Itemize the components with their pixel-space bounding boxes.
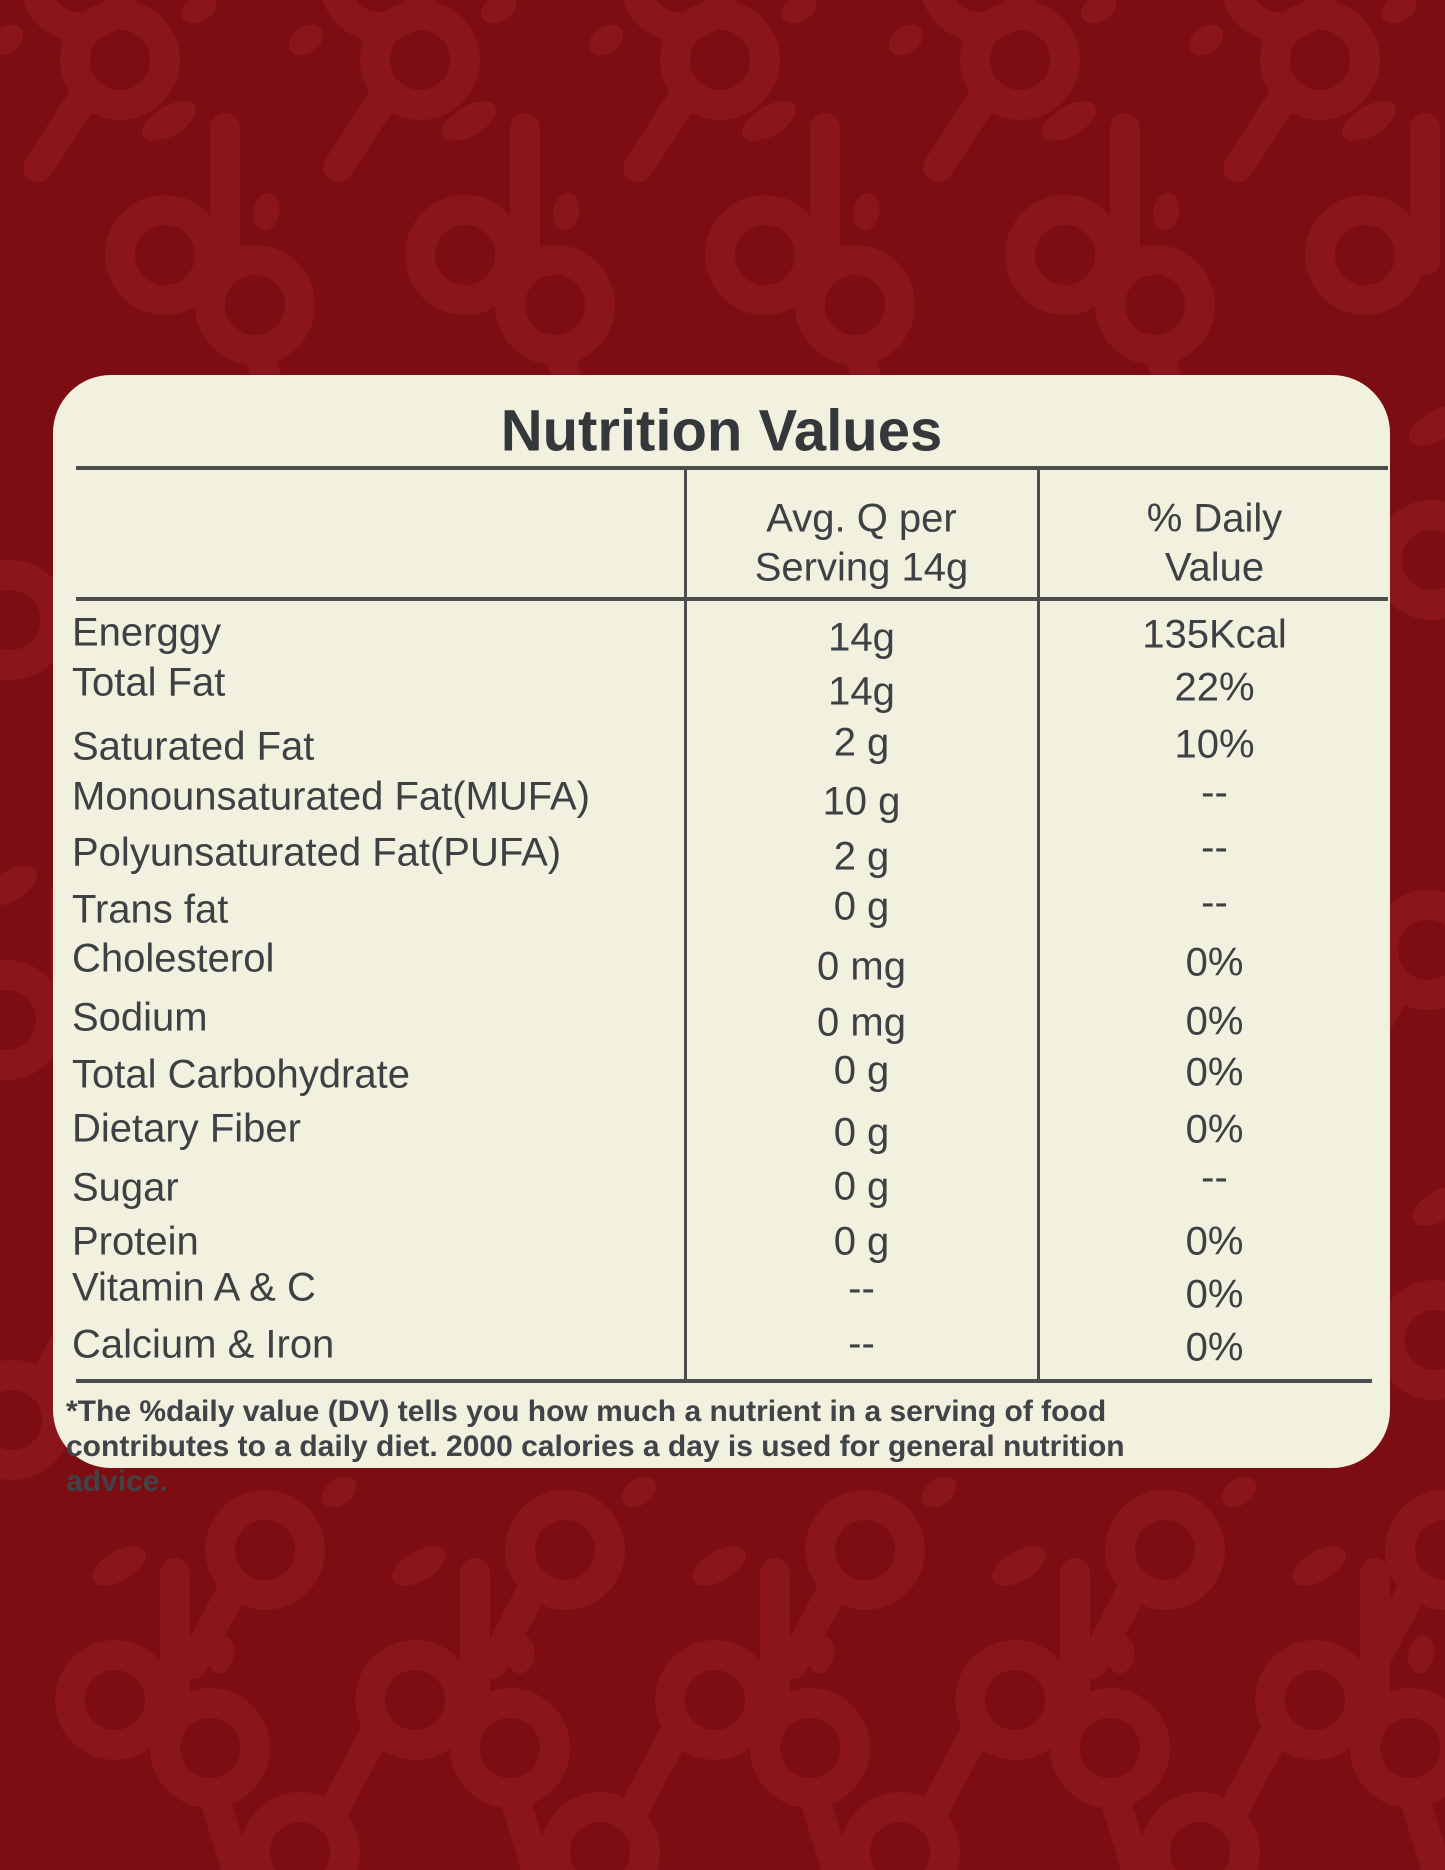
row-qty: 0 g (833, 884, 890, 929)
row-qty: 10 g (822, 779, 901, 824)
row-label: Total Carbohydrate (72, 1052, 410, 1097)
row-dv: 10% (1174, 722, 1255, 767)
row-qty: 0 mg (817, 944, 906, 989)
header-dv-line1: % Daily (1146, 496, 1283, 541)
row-qty: 2 g (833, 720, 890, 765)
row-qty: 0 g (833, 1164, 890, 1209)
row-dv: 22% (1174, 665, 1255, 710)
row-qty: 0 mg (817, 1000, 906, 1045)
row-qty: 2 g (833, 834, 890, 879)
row-dv: 0% (1185, 1219, 1244, 1264)
header-separator (76, 597, 1388, 601)
footnote-line: advice. (66, 1465, 168, 1498)
row-dv: 135Kcal (1142, 612, 1287, 657)
row-qty: 0 g (833, 1219, 890, 1264)
header-qty-line2: Serving 14g (754, 545, 969, 590)
header-dv-line2: Value (1164, 545, 1265, 590)
row-dv: 0% (1185, 1325, 1244, 1370)
column-divider-2 (1037, 468, 1040, 1383)
row-label: Protein (72, 1219, 199, 1264)
row-label: Calcium & Iron (72, 1322, 335, 1367)
daily-value-footnote: *The %daily value (DV) tells you how muc… (66, 1394, 1125, 1499)
nutrition-card (53, 375, 1390, 1468)
row-dv: 0% (1185, 940, 1244, 985)
row-dv: 0% (1185, 1107, 1244, 1152)
row-qty: 0 g (833, 1048, 890, 1093)
row-dv: -- (1201, 880, 1228, 925)
row-qty: 14g (828, 669, 895, 714)
table-bottom-rule (76, 1379, 1372, 1383)
footnote-line: contributes to a daily diet. 2000 calori… (66, 1430, 1125, 1463)
row-label: Cholesterol (72, 936, 275, 981)
row-dv: 0% (1185, 1050, 1244, 1095)
header-qty-line1: Avg. Q per (766, 496, 957, 541)
row-label: Total Fat (72, 660, 226, 705)
column-divider-1 (684, 468, 687, 1383)
row-label: Sodium (72, 995, 208, 1040)
row-dv: -- (1201, 825, 1228, 870)
row-label: Monounsaturated Fat(MUFA) (72, 774, 590, 819)
row-dv: 0% (1185, 999, 1244, 1044)
row-label: Saturated Fat (72, 724, 315, 769)
row-label: Dietary Fiber (72, 1106, 301, 1151)
row-label: Energgy (72, 610, 221, 655)
row-dv: -- (1201, 770, 1228, 815)
row-qty: -- (848, 1266, 875, 1311)
row-qty: -- (848, 1321, 875, 1366)
row-qty: 0 g (833, 1110, 890, 1155)
title-underline (76, 466, 1388, 470)
row-label: Trans fat (72, 887, 229, 932)
page-title: Nutrition Values (500, 398, 943, 464)
row-qty: 14g (828, 615, 895, 660)
row-dv: 0% (1185, 1272, 1244, 1317)
row-dv: -- (1201, 1155, 1228, 1200)
row-label: Vitamin A & C (72, 1265, 316, 1310)
row-label: Sugar (72, 1165, 179, 1210)
row-label: Polyunsaturated Fat(PUFA) (72, 830, 562, 875)
footnote-line: *The %daily value (DV) tells you how muc… (66, 1395, 1107, 1428)
